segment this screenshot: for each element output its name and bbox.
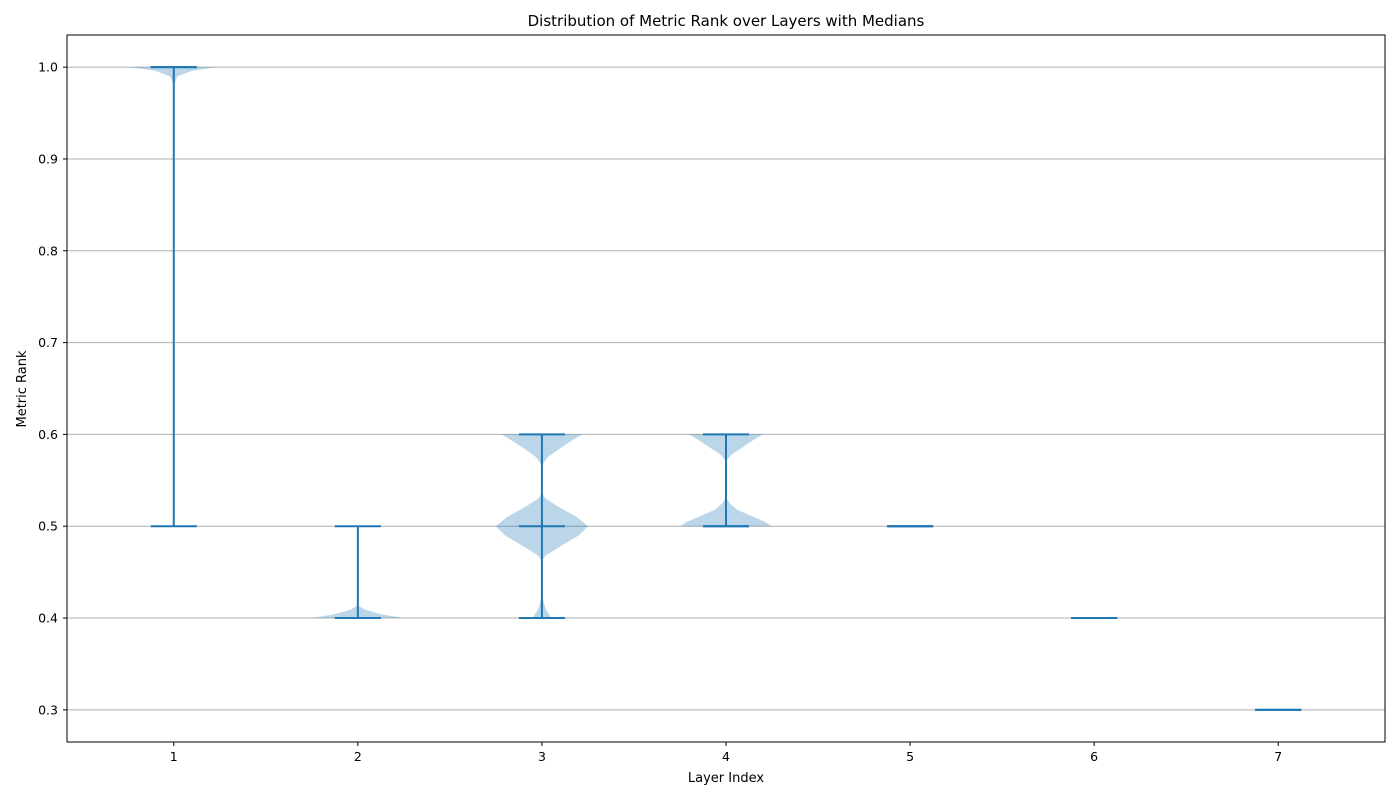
y-tick-label: 0.9 [38, 151, 58, 166]
y-tick-label: 1.0 [38, 60, 58, 75]
plot-frame [66, 34, 1386, 743]
x-tick-label: 5 [906, 749, 914, 764]
violin-layer-4 [679, 433, 773, 528]
y-tick-label: 0.4 [38, 611, 58, 626]
violin-layer-2 [311, 525, 404, 620]
y-axis-label: Metric Rank [15, 350, 30, 428]
x-tick-label: 4 [722, 749, 730, 764]
violin-layer-3 [495, 433, 588, 620]
x-tick-label: 1 [170, 749, 178, 764]
x-tick-label: 3 [538, 749, 546, 764]
axes: 0.3 0.4 0.5 0.6 0.7 0.8 0.9 1.0 1 2 3 4 5 6 7 [38, 60, 1282, 764]
x-tick-label: 6 [1090, 749, 1098, 764]
violin-layer-1 [129, 66, 218, 528]
y-tick-label: 0.6 [38, 427, 58, 442]
chart-title: Distribution of Metric Rank over Layers … [528, 12, 925, 30]
y-tick-label: 0.3 [38, 702, 58, 717]
y-tick-label: 0.8 [38, 243, 58, 258]
violin-series [129, 66, 1302, 711]
y-tick-label: 0.7 [38, 335, 58, 350]
x-axis-label: Layer Index [688, 771, 764, 786]
x-tick-label: 2 [354, 749, 362, 764]
y-tick-label: 0.5 [38, 519, 58, 534]
x-tick-label: 7 [1274, 749, 1282, 764]
grid-lines [67, 66, 1385, 711]
